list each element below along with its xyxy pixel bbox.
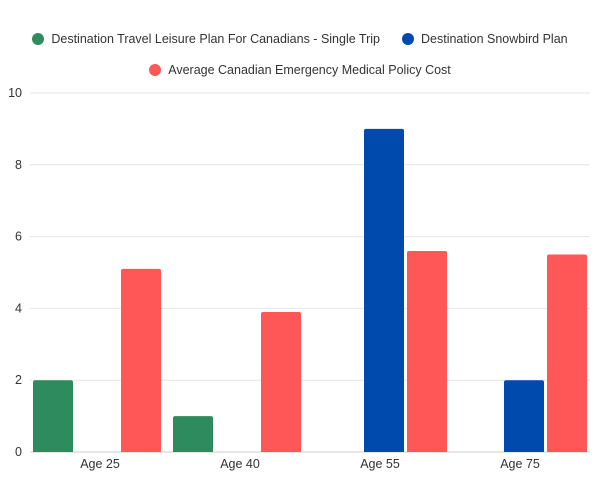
legend-item-snowbird: Destination Snowbird Plan	[402, 32, 568, 46]
legend-item-leisure: Destination Travel Leisure Plan For Cana…	[32, 32, 380, 46]
y-tick-label: 0	[15, 445, 22, 459]
y-tick-label: 10	[8, 86, 22, 100]
legend-label: Destination Travel Leisure Plan For Cana…	[51, 32, 380, 46]
y-tick-label: 2	[15, 373, 22, 387]
bar-age-40-series-0	[173, 416, 213, 452]
legend-swatch-red	[149, 64, 162, 76]
legend-swatch-blue	[402, 33, 414, 45]
legend-item-average: Average Canadian Emergency Medical Polic…	[149, 63, 451, 77]
x-tick-label: Age 75	[500, 457, 540, 471]
legend-label: Destination Snowbird Plan	[421, 32, 568, 46]
legend-label: Average Canadian Emergency Medical Polic…	[168, 63, 451, 77]
bar-age-40-series-2	[261, 311, 301, 452]
y-tick-label: 6	[15, 230, 22, 244]
legend-swatch-green	[32, 33, 45, 45]
legend-row-1: Destination Travel Leisure Plan For Cana…	[0, 32, 600, 46]
bar-age-25-series-2	[121, 268, 161, 452]
bar-age-55-series-2	[407, 250, 447, 452]
bar-age-75-series-1	[504, 380, 544, 452]
x-tick-label: Age 40	[220, 457, 260, 471]
bar-age-75-series-2	[547, 254, 587, 452]
x-tick-label: Age 55	[360, 457, 400, 471]
y-tick-label: 8	[15, 158, 22, 172]
bar-age-25-series-0	[33, 380, 73, 452]
x-tick-label: Age 25	[80, 457, 120, 471]
y-tick-label: 4	[15, 301, 22, 315]
legend-row-2: Average Canadian Emergency Medical Polic…	[0, 63, 600, 77]
bar-age-55-series-1	[364, 128, 404, 452]
